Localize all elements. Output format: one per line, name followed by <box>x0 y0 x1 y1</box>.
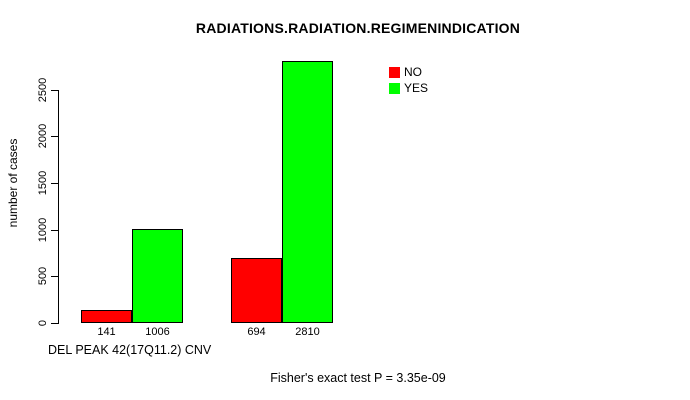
chart-title: RADIATIONS.RADIATION.REGIMENINDICATION <box>195 20 521 36</box>
legend-swatch-yes <box>389 82 400 94</box>
y-tick-label: 0 <box>37 319 49 327</box>
x-axis-label: DEL PEAK 42(17Q11.2) CNV <box>48 343 212 357</box>
bar-yes-2 <box>282 61 333 323</box>
legend-label-no: NO <box>404 65 422 79</box>
legend-swatch-no <box>389 66 400 78</box>
fisher-test-annotation: Fisher's exact test P = 3.35e-09 <box>270 371 446 385</box>
y-axis-label: number of cases <box>6 138 20 228</box>
y-tick <box>51 323 58 324</box>
y-tick <box>51 276 58 277</box>
y-tick-label: 2500 <box>37 77 49 103</box>
y-tick-label: 1500 <box>37 170 49 196</box>
bar-no-1 <box>81 310 132 323</box>
bar-value-label: 141 <box>97 326 116 338</box>
bar-value-label: 2810 <box>295 326 320 338</box>
y-tick <box>51 183 58 184</box>
bar-value-label: 694 <box>247 326 266 338</box>
bar-yes-1 <box>132 229 183 323</box>
y-tick <box>51 136 58 137</box>
y-tick <box>51 90 58 91</box>
y-axis-line <box>58 90 59 324</box>
y-tick-label: 1000 <box>37 217 49 243</box>
y-tick <box>51 230 58 231</box>
legend: NO YES <box>389 65 428 95</box>
bar-no-2 <box>231 258 282 323</box>
y-tick-label: 500 <box>37 266 49 286</box>
legend-label-yes: YES <box>404 81 429 95</box>
bar-value-label: 1006 <box>145 326 170 338</box>
legend-item-no: NO <box>389 65 428 79</box>
y-tick-label: 2000 <box>37 123 49 149</box>
legend-item-yes: YES <box>389 81 428 95</box>
